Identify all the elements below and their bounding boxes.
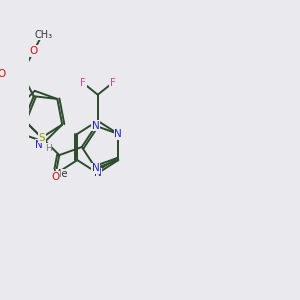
Text: F: F: [80, 78, 86, 88]
Text: CH₃: CH₃: [35, 30, 53, 40]
Text: S: S: [38, 133, 45, 142]
Text: O: O: [0, 69, 6, 79]
Text: N: N: [114, 129, 122, 139]
Text: Me: Me: [53, 169, 67, 179]
Text: N: N: [92, 121, 100, 131]
Text: O: O: [51, 172, 59, 182]
Text: N: N: [35, 140, 43, 150]
Text: H: H: [45, 143, 52, 152]
Text: N: N: [92, 163, 100, 173]
Text: N: N: [94, 168, 102, 178]
Text: O: O: [30, 46, 38, 56]
Text: F: F: [110, 78, 116, 88]
